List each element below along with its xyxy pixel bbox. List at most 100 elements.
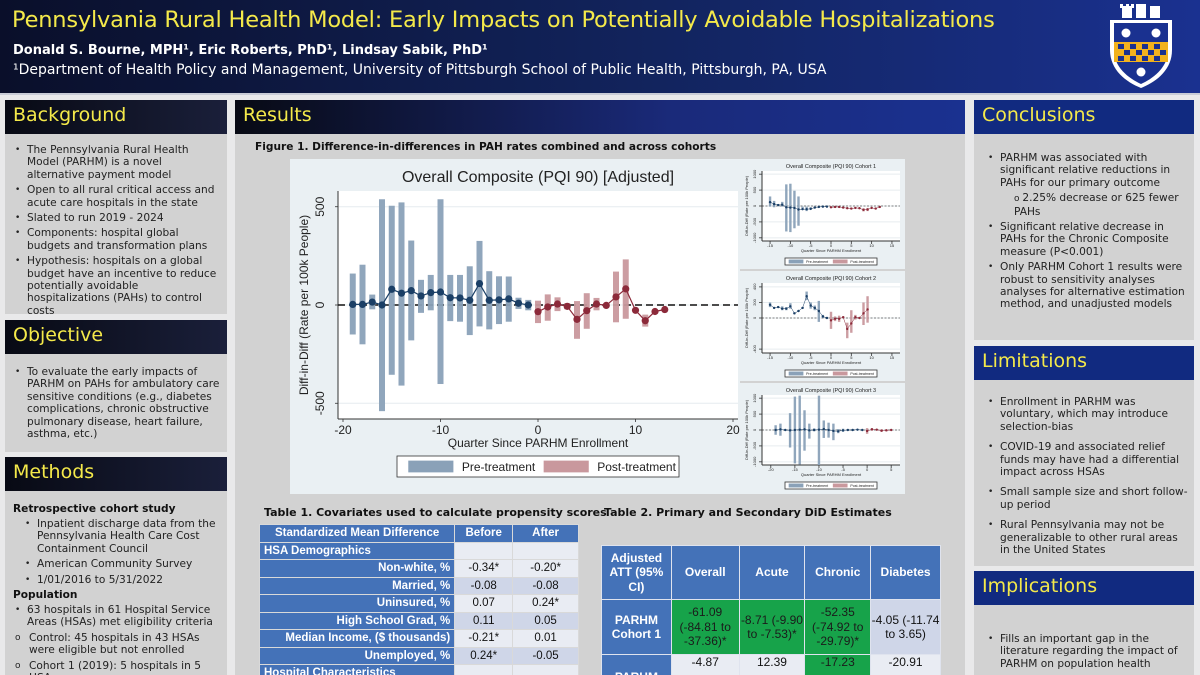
poster-header: Pennsylvania Rural Health Model: Early I… [0,0,1200,95]
legend-label-post: Post-treatment [850,260,874,264]
estimate-point [817,205,821,209]
estimate-point [833,317,837,320]
table-header: Before [454,524,514,543]
table-row: Median Income, ($ thousands) -0.21* 0.01 [258,629,579,648]
row-label: PARHM Cohort 1 [601,599,672,655]
estimate-point [768,303,772,306]
x-tick-label: 0 [866,467,869,472]
x-axis-label: Quarter Since PARHM Enrollment [801,248,862,253]
estimate-point [878,205,881,209]
estimate-point [779,428,782,431]
estimate-point [850,207,853,210]
estimate-point [865,429,869,433]
list-item: 63 hospitals in 61 Hospital Service Area… [13,604,221,629]
background-heading: Background [5,100,227,134]
row-label: Uninsured, % [258,594,456,613]
estimate-point [788,429,792,432]
study-list: Inpatient discharge data from the Pennsy… [23,518,221,586]
estimate-point [776,203,780,207]
table-header: Standardized Mean Difference [258,524,456,543]
list-item: Slated to run 2019 - 2024 [13,212,221,225]
estimate-point [841,316,845,319]
x-tick-label: 5 [890,467,893,472]
list-item: The Pennsylvania Rural Health Model (PAR… [13,144,221,181]
limitations-list: Enrollment in PARHM was voluntary, which… [974,380,1194,556]
did-estimates-table: Adjusted ATT (95% CI) Overall Acute Chro… [601,545,941,675]
estimate-point [358,300,367,309]
table-header: Overall [670,545,740,600]
list-item: Small sample size and short follow-up pe… [986,486,1188,511]
estimate-point [858,316,861,320]
estimate-point [456,294,464,302]
estimate-point [427,289,435,297]
table-row: Unemployed, % 0.24* -0.05 [258,646,579,665]
estimate-point [612,293,620,301]
estimate-point [832,429,835,433]
estimate-point [854,206,857,210]
x-axis-label: Quarter Since PARHM Enrollment [448,436,629,450]
estimate-point [809,207,812,211]
estimate-point [631,306,640,314]
study-type-label: Retrospective cohort study [13,503,176,515]
chart-title: Overall Composite (PQI 90) [Adjusted] [402,169,674,186]
table-cell: -4.87 [670,654,740,675]
legend-swatch-post [832,259,848,264]
list-item: Inpatient discharge data from the Pennsy… [23,518,221,555]
row-label: Unemployed, % [258,646,456,665]
estimate-point [368,298,376,306]
legend-box [784,369,878,378]
before-value: 0.07 [454,594,514,613]
estimate-point [821,205,825,208]
row-label: PARHM [601,654,672,675]
estimate-point [563,302,571,310]
results-section: Results Figure 1. Difference-in-differen… [235,100,965,675]
y-tick-label: -1000 [752,232,757,243]
estimate-point [768,200,772,204]
legend-swatch-pre [788,483,804,488]
objective-section: Objective To evaluate the early impacts … [5,320,227,452]
after-value: -0.05 [512,646,579,665]
legend-label-post: Post-treatment [850,372,874,376]
estimate-point [781,203,784,206]
x-tick-label: -10 [787,355,794,360]
before-value: 0.24* [454,646,514,665]
estimate-point [829,206,833,209]
estimate-point [592,300,601,308]
table-row: Uninsured, % 0.07 0.24* [258,594,579,613]
y-tick-label: 500 [752,410,757,417]
list-item: Fills an important gap in the literature… [986,633,1188,670]
legend-swatch-pre [788,371,804,376]
conclusions-list: PARHM was associated with significant re… [974,134,1194,189]
y-tick-label: -400 [752,344,757,353]
table-header: Diabetes [870,545,941,600]
table-row: High School Grad, % 0.11 0.05 [258,611,579,630]
list-item: Cohort 1 (2019): 5 hospitals in 5 HSAs [1,660,221,675]
list-item: Open to all rural critical access and ac… [13,184,221,209]
background-section: Background The Pennsylvania Rural Health… [5,100,227,317]
estimate-point [417,292,425,300]
estimate-point [446,294,454,302]
estimate-point [837,205,841,209]
y-tick-label: -500 [752,441,757,450]
estimate-point [553,300,562,308]
list-item: Rural Pennsylvania may not be generaliza… [986,519,1188,556]
estimate-point [622,285,630,293]
implications-list: Fills an important gap in the literature… [974,605,1194,670]
covariates-table: Standardized Mean Difference Before Afte… [258,524,579,675]
estimate-point [789,206,792,209]
list-item: Only PARHM Cohort 1 results were robust … [986,261,1188,311]
legend-box [396,455,680,478]
estimate-point [856,428,859,431]
estimate-point [388,285,396,293]
estimate-point [885,429,888,432]
y-axis-label: Diff-in-Diff (Rate per 100k People) [744,175,749,236]
estimate-point [889,428,893,432]
estimate-point [846,428,850,432]
estimate-point [846,207,849,210]
legend-swatch-post [832,483,848,488]
estimate-point [875,428,878,431]
x-tick-label: -5 [809,355,813,360]
y-tick-label: 500 [752,186,757,193]
x-tick-label: 10 [869,243,874,248]
legend-label-pre: Pre-treatment [806,372,828,376]
